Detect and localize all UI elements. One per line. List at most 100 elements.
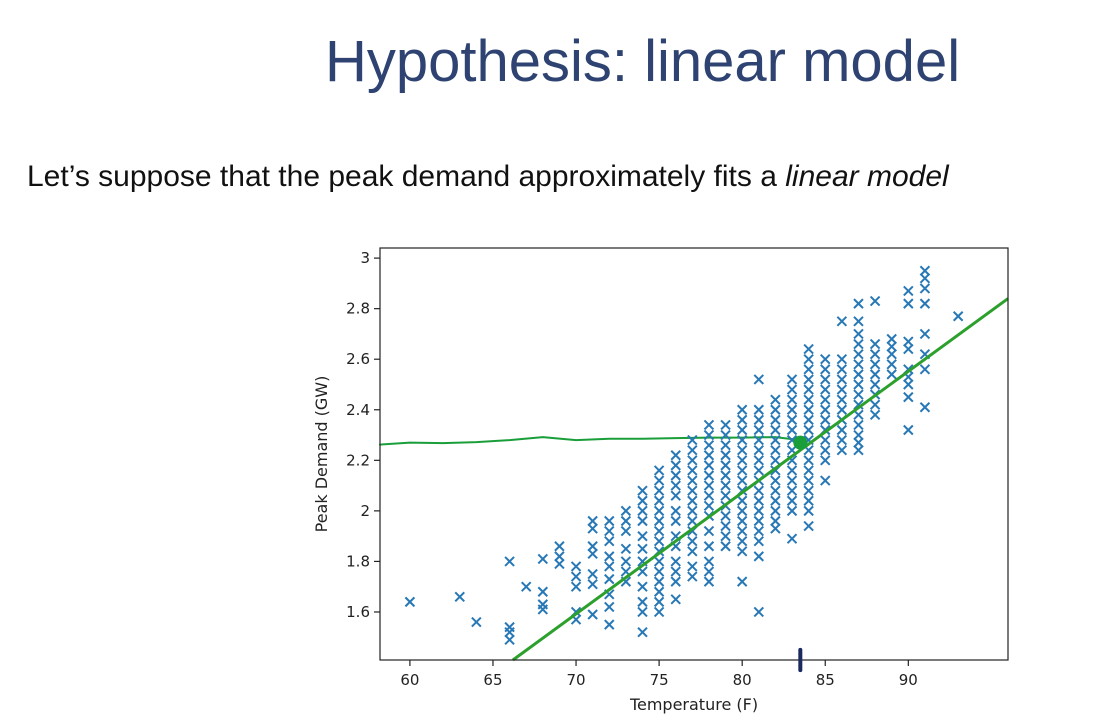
y-tick-label: 1.6 xyxy=(346,603,370,621)
data-point xyxy=(803,505,814,517)
data-point xyxy=(820,445,831,456)
data-point xyxy=(803,520,814,532)
slide-title: Hypothesis: linear model xyxy=(325,29,961,94)
data-point xyxy=(604,515,615,527)
slide-body-text: Let’s suppose that the peak demand appro… xyxy=(27,160,949,194)
data-point xyxy=(836,374,848,385)
data-point xyxy=(720,470,731,481)
data-point xyxy=(703,490,715,501)
data-point xyxy=(653,485,665,496)
data-point xyxy=(770,414,781,426)
y-tick-label: 2.6 xyxy=(346,350,370,368)
data-point xyxy=(803,364,814,375)
data-point xyxy=(836,404,848,415)
data-point xyxy=(703,460,715,471)
data-point xyxy=(637,515,648,527)
data-point xyxy=(820,394,831,405)
data-point xyxy=(720,530,731,542)
plot-frame xyxy=(379,247,1009,661)
data-point xyxy=(853,298,864,309)
data-point xyxy=(720,541,731,552)
data-point xyxy=(786,384,798,395)
data-point xyxy=(604,619,615,630)
data-point xyxy=(886,369,897,380)
x-tick-label: 80 xyxy=(733,671,752,689)
data-point xyxy=(687,495,698,506)
data-point xyxy=(703,500,715,512)
data-point xyxy=(903,285,914,297)
data-point xyxy=(670,594,681,605)
data-point xyxy=(687,434,698,446)
data-point xyxy=(786,404,798,415)
data-point xyxy=(820,475,831,486)
data-point xyxy=(770,455,781,466)
data-point xyxy=(770,485,781,496)
data-point xyxy=(853,338,864,350)
data-point xyxy=(720,429,731,441)
data-point xyxy=(803,414,814,426)
data-point xyxy=(903,336,914,347)
data-point xyxy=(753,515,765,527)
data-point xyxy=(803,354,814,365)
data-point xyxy=(869,379,881,390)
data-point xyxy=(753,551,765,562)
data-point xyxy=(637,606,648,618)
data-point xyxy=(736,424,748,436)
data-point xyxy=(753,525,765,537)
data-point xyxy=(903,391,914,403)
data-point xyxy=(570,571,582,582)
data-point xyxy=(786,374,798,385)
data-point xyxy=(736,505,748,517)
data-point xyxy=(770,404,781,415)
data-point xyxy=(903,298,914,309)
data-point xyxy=(853,369,864,380)
y-axis-ticks: 1.6 1.8 2 2.2 2.4 2.6 2.8 3 xyxy=(346,249,380,621)
data-point xyxy=(770,475,781,486)
data-point xyxy=(836,394,848,405)
data-point xyxy=(869,399,881,410)
data-point xyxy=(703,576,715,587)
data-point xyxy=(736,445,748,456)
data-point xyxy=(604,535,615,547)
data-point xyxy=(786,495,798,506)
data-point xyxy=(869,359,881,370)
data-point xyxy=(770,523,781,534)
data-point xyxy=(919,402,931,413)
data-point xyxy=(604,573,615,585)
data-point xyxy=(653,515,665,527)
data-point xyxy=(404,596,416,608)
data-point xyxy=(703,470,715,481)
data-point xyxy=(753,445,765,456)
data-point xyxy=(736,414,748,426)
data-point xyxy=(820,384,831,395)
data-point xyxy=(687,445,698,456)
data-point xyxy=(720,510,731,522)
data-point xyxy=(637,495,648,506)
data-point xyxy=(820,354,831,365)
data-point xyxy=(620,543,632,554)
data-point xyxy=(820,414,831,426)
data-point xyxy=(853,445,864,456)
data-point xyxy=(919,298,931,309)
data-point xyxy=(736,455,748,466)
data-point xyxy=(869,409,881,421)
data-point xyxy=(753,424,765,436)
data-point xyxy=(803,465,814,476)
data-point xyxy=(637,581,648,592)
data-point xyxy=(537,586,549,597)
data-point xyxy=(653,606,665,618)
data-point xyxy=(554,558,565,570)
x-tick-label: 85 xyxy=(816,671,835,689)
data-point xyxy=(653,566,665,577)
data-point xyxy=(736,404,748,415)
data-point xyxy=(687,475,698,486)
data-point xyxy=(736,434,748,446)
data-point xyxy=(653,495,665,506)
data-point xyxy=(736,465,748,476)
data-point xyxy=(770,434,781,446)
data-point xyxy=(836,364,848,375)
data-point xyxy=(703,419,715,431)
data-point xyxy=(770,445,781,456)
data-point xyxy=(736,535,748,547)
data-point xyxy=(720,419,731,431)
